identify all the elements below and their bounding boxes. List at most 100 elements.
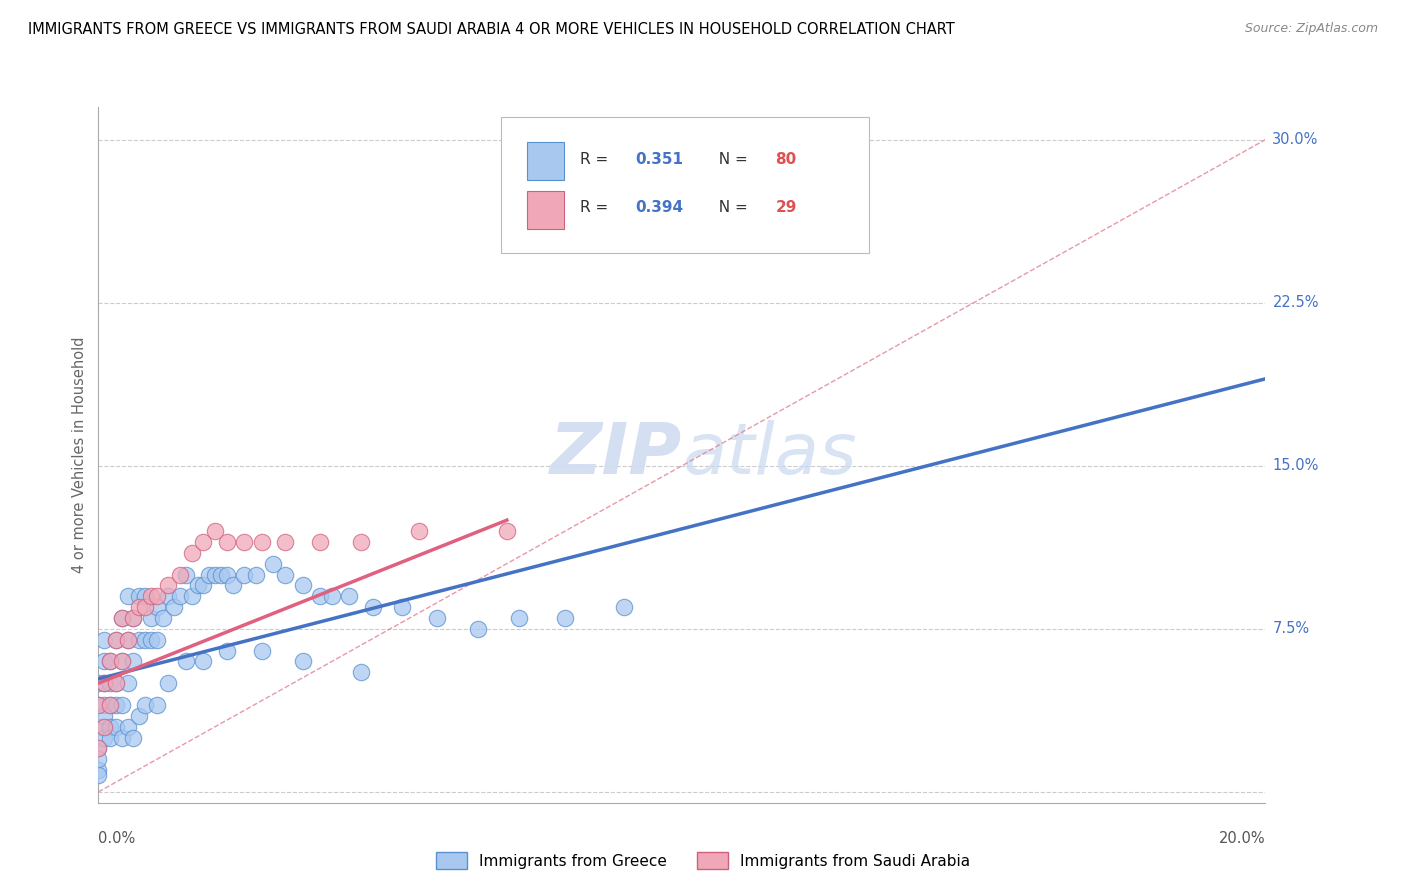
Text: 0.0%: 0.0% — [98, 831, 135, 846]
Point — [426, 611, 449, 625]
Text: 22.5%: 22.5% — [1272, 295, 1319, 310]
Point — [262, 557, 284, 571]
Point — [122, 611, 145, 625]
Point — [146, 600, 169, 615]
Y-axis label: 4 or more Vehicles in Household: 4 or more Vehicles in Household — [72, 336, 87, 574]
Point — [139, 632, 162, 647]
Text: 80: 80 — [775, 152, 797, 167]
Point — [87, 741, 110, 756]
FancyBboxPatch shape — [527, 191, 564, 228]
Point — [467, 622, 489, 636]
Point — [221, 578, 243, 592]
FancyBboxPatch shape — [527, 142, 564, 180]
Point — [117, 632, 139, 647]
Point — [122, 655, 145, 669]
Point — [291, 578, 314, 592]
Point — [93, 720, 115, 734]
Text: ZIP: ZIP — [550, 420, 682, 490]
Point — [139, 611, 162, 625]
Point — [495, 524, 517, 538]
Point — [612, 600, 634, 615]
Point — [309, 589, 332, 603]
FancyBboxPatch shape — [501, 118, 869, 253]
Point — [117, 720, 139, 734]
Point — [274, 534, 297, 549]
Text: IMMIGRANTS FROM GREECE VS IMMIGRANTS FROM SAUDI ARABIA 4 OR MORE VEHICLES IN HOU: IMMIGRANTS FROM GREECE VS IMMIGRANTS FRO… — [28, 22, 955, 37]
Point — [104, 632, 127, 647]
Text: 0.351: 0.351 — [636, 152, 683, 167]
Point — [309, 534, 332, 549]
Point — [215, 567, 238, 582]
Point — [204, 567, 226, 582]
Point — [87, 767, 110, 781]
Point — [122, 611, 145, 625]
Point — [193, 655, 215, 669]
Text: N =: N = — [709, 152, 748, 167]
Point — [128, 600, 150, 615]
Point — [98, 698, 121, 712]
Point — [554, 611, 576, 625]
Point — [408, 524, 430, 538]
Point — [87, 741, 110, 756]
Point — [215, 534, 238, 549]
Point — [98, 655, 121, 669]
Point — [98, 676, 121, 690]
Point — [104, 676, 127, 690]
Point — [87, 763, 110, 777]
Text: R =: R = — [581, 152, 613, 167]
Point — [111, 655, 134, 669]
Point — [93, 720, 115, 734]
Text: 29: 29 — [775, 201, 797, 216]
Point — [193, 578, 215, 592]
Point — [98, 698, 121, 712]
Point — [87, 676, 110, 690]
Point — [391, 600, 413, 615]
Point — [128, 589, 150, 603]
Point — [104, 676, 127, 690]
Point — [157, 676, 180, 690]
Text: 7.5%: 7.5% — [1272, 622, 1309, 636]
Point — [93, 632, 115, 647]
Point — [87, 698, 110, 712]
Point — [122, 731, 145, 745]
Point — [245, 567, 267, 582]
Point — [87, 698, 110, 712]
Point — [233, 567, 256, 582]
Point — [250, 534, 273, 549]
Point — [169, 589, 191, 603]
Point — [117, 589, 139, 603]
Point — [180, 589, 202, 603]
Point — [87, 752, 110, 766]
Point — [204, 524, 226, 538]
Text: 30.0%: 30.0% — [1272, 132, 1319, 147]
Legend: Immigrants from Greece, Immigrants from Saudi Arabia: Immigrants from Greece, Immigrants from … — [430, 846, 976, 875]
Point — [152, 611, 174, 625]
Point — [134, 600, 156, 615]
Point — [274, 567, 297, 582]
Point — [104, 632, 127, 647]
Point — [98, 731, 121, 745]
Point — [337, 589, 360, 603]
Text: R =: R = — [581, 201, 613, 216]
Text: Source: ZipAtlas.com: Source: ZipAtlas.com — [1244, 22, 1378, 36]
Point — [174, 567, 197, 582]
Point — [139, 589, 162, 603]
Point — [93, 676, 115, 690]
Point — [163, 600, 186, 615]
Point — [215, 643, 238, 657]
Point — [111, 611, 134, 625]
Point — [350, 665, 373, 680]
Point — [146, 632, 169, 647]
Point — [128, 632, 150, 647]
Point — [117, 632, 139, 647]
Point — [350, 534, 373, 549]
Point — [134, 589, 156, 603]
Text: N =: N = — [709, 201, 748, 216]
Point — [128, 708, 150, 723]
Point — [169, 567, 191, 582]
Point — [193, 534, 215, 549]
Point — [98, 655, 121, 669]
Point — [87, 720, 110, 734]
Point — [111, 611, 134, 625]
Point — [93, 655, 115, 669]
